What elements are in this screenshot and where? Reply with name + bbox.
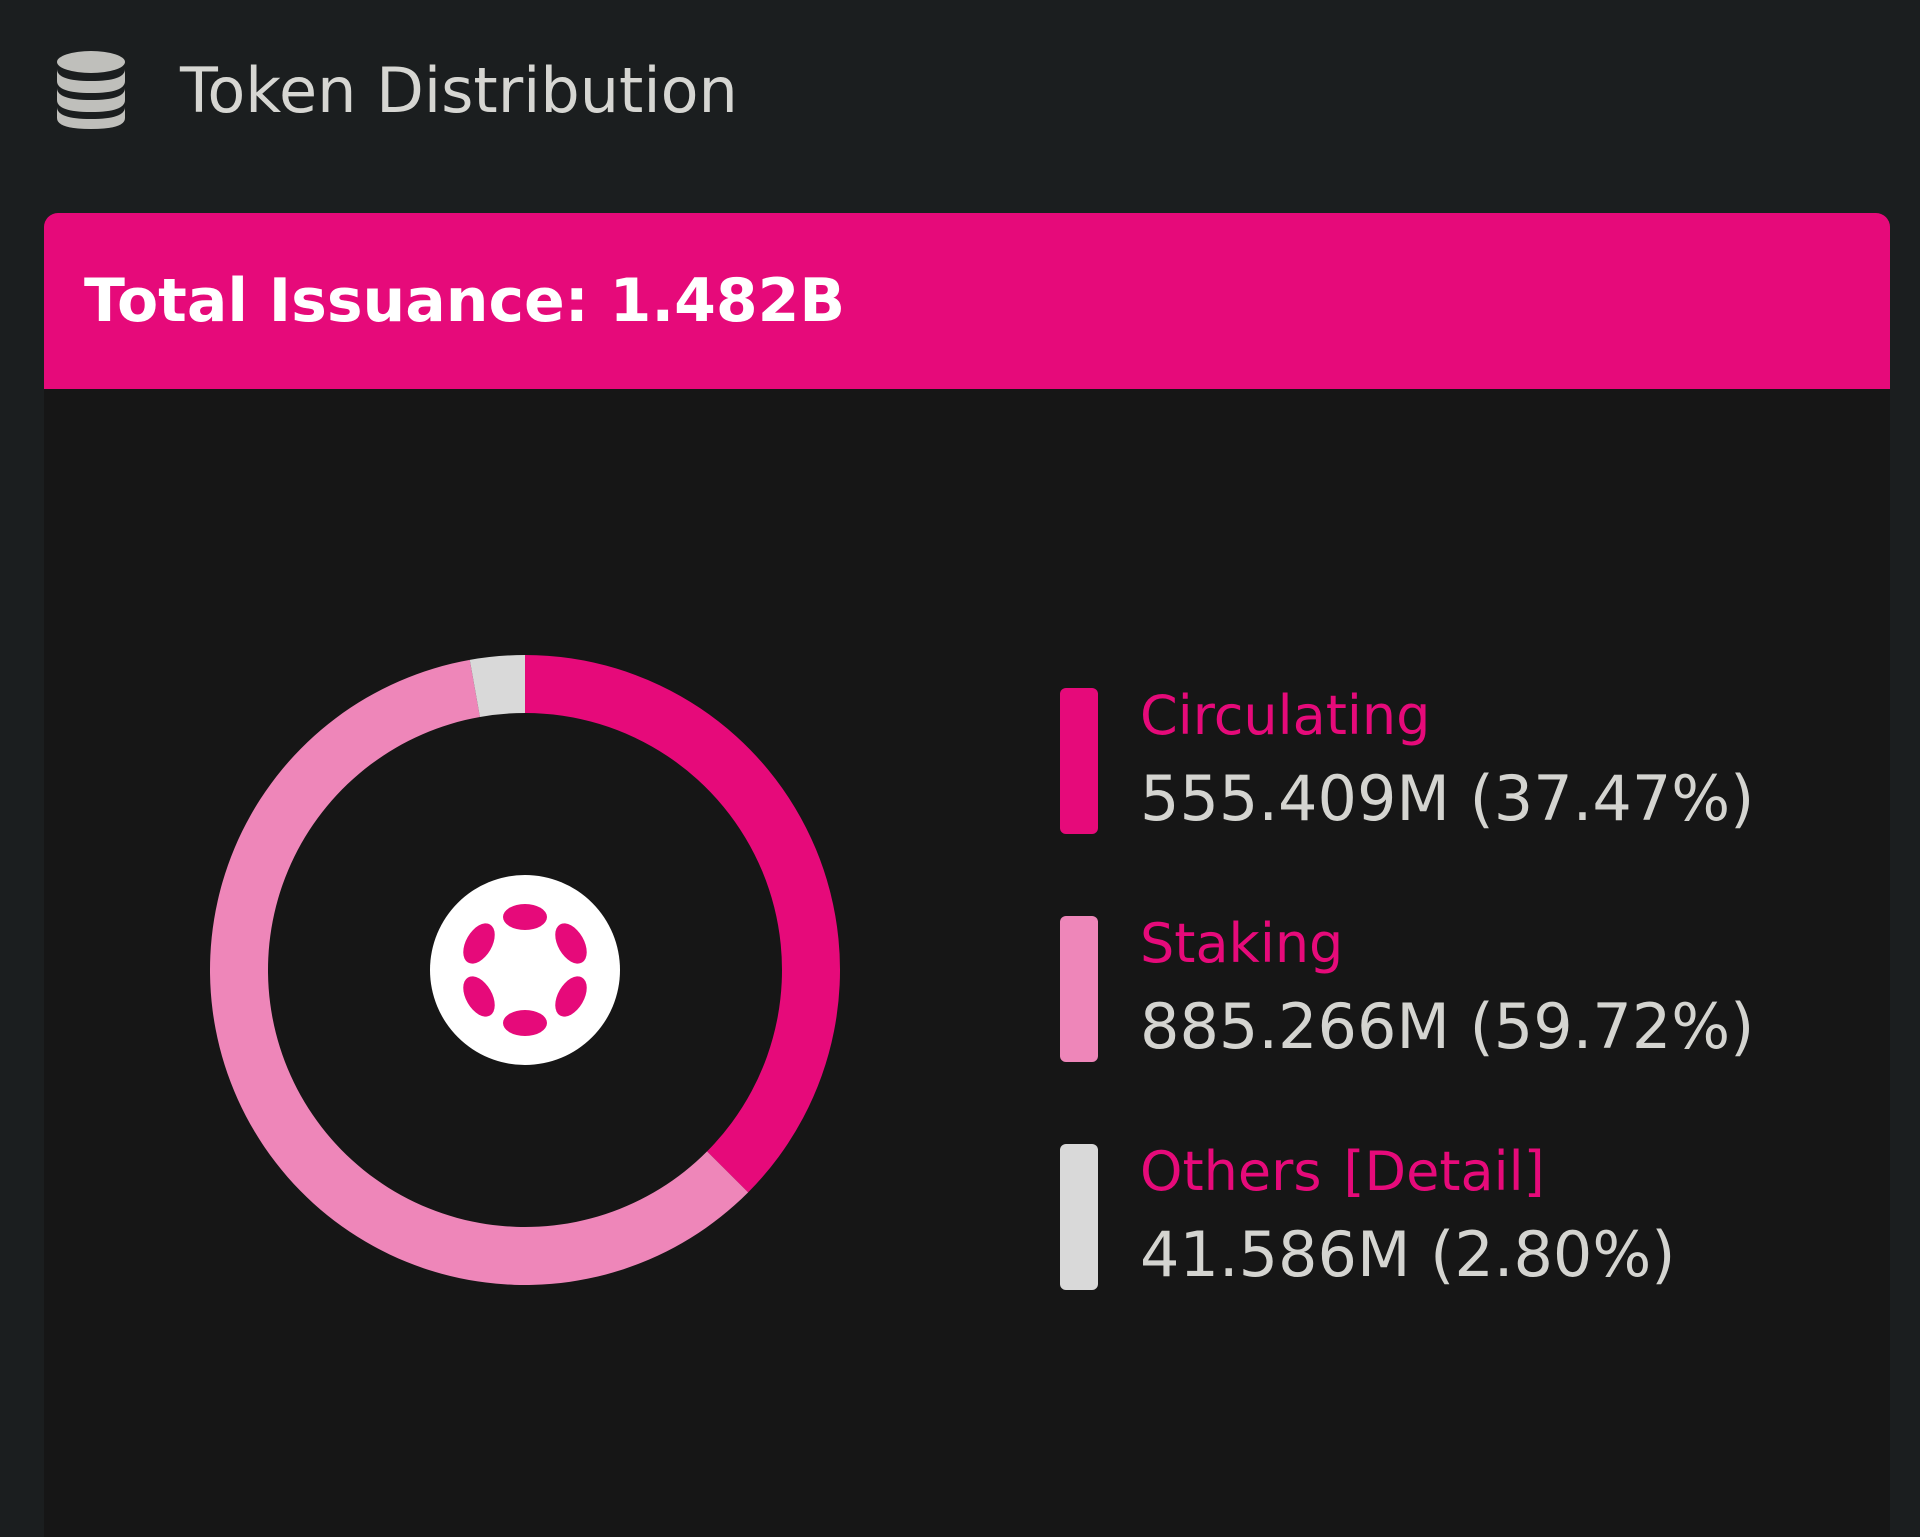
legend-label-others-text: Others bbox=[1140, 1140, 1322, 1203]
section-header: Token Distribution bbox=[54, 50, 738, 130]
legend-value-staking: 885.266M (59.72%) bbox=[1140, 990, 1755, 1063]
legend-label-circulating: Circulating bbox=[1140, 684, 1431, 747]
database-icon bbox=[54, 50, 128, 130]
distribution-legend: Circulating 555.409M (37.47%) Staking 88… bbox=[1060, 684, 1840, 1372]
legend-item-staking: Staking 885.266M (59.72%) bbox=[1060, 912, 1840, 1144]
donut-slice-others bbox=[469, 655, 525, 717]
others-detail-link[interactable]: [Detail] bbox=[1343, 1140, 1545, 1203]
legend-item-circulating: Circulating 555.409M (37.47%) bbox=[1060, 684, 1840, 916]
legend-swatch-staking bbox=[1060, 916, 1098, 1062]
legend-swatch-circulating bbox=[1060, 688, 1098, 834]
donut-slice-circulating bbox=[525, 655, 841, 1193]
legend-label-staking: Staking bbox=[1140, 912, 1344, 975]
distribution-donut-chart bbox=[209, 655, 841, 1285]
legend-item-others: Others [Detail] 41.586M (2.80%) bbox=[1060, 1140, 1840, 1372]
legend-label-others: Others [Detail] bbox=[1140, 1140, 1545, 1203]
donut-slice-staking bbox=[209, 659, 749, 1285]
legend-value-others: 41.586M (2.80%) bbox=[1140, 1218, 1676, 1291]
token-distribution-card: Total Issuance: 1.482B bbox=[44, 213, 1890, 1537]
total-issuance-header: Total Issuance: 1.482B bbox=[44, 213, 1890, 389]
total-issuance-label: Total Issuance: 1.482B bbox=[84, 266, 846, 336]
donut-svg bbox=[209, 655, 841, 1285]
legend-swatch-others bbox=[1060, 1144, 1098, 1290]
legend-value-circulating: 555.409M (37.47%) bbox=[1140, 762, 1755, 835]
section-title: Token Distribution bbox=[180, 53, 738, 127]
polkadot-logo-icon bbox=[430, 875, 620, 1065]
